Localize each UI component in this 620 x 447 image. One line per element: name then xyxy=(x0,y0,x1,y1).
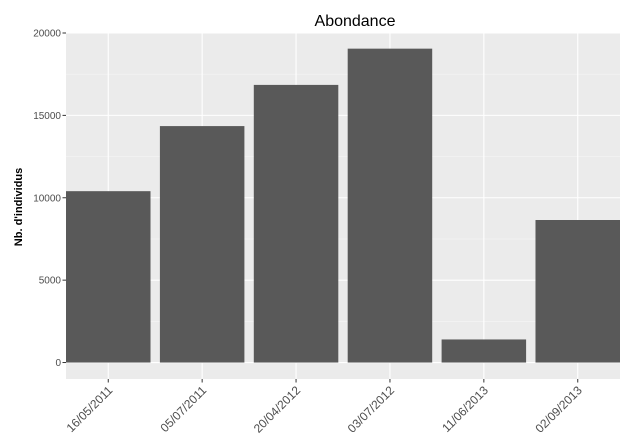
y-axis-label: Nb. d'individus xyxy=(13,168,25,246)
y-tick-label: 0 xyxy=(55,358,61,369)
y-tick-label: 10000 xyxy=(33,193,61,204)
bar xyxy=(441,339,527,363)
y-tick-label: 20000 xyxy=(33,29,61,40)
y-axis: 0 5000 10000 15000 20000 xyxy=(33,29,66,369)
x-tick-label: 11/06/2013 xyxy=(439,383,491,435)
x-tick-label: 03/07/2012 xyxy=(345,383,398,436)
bar xyxy=(253,84,339,363)
y-tick-label: 5000 xyxy=(39,276,62,287)
x-axis: 16/05/2011 05/07/2011 20/04/2012 03/07/2012… xyxy=(64,379,585,436)
y-tick-label: 15000 xyxy=(33,111,61,122)
minor-gridlines xyxy=(66,73,620,322)
x-tick-label: 20/04/2012 xyxy=(251,383,304,436)
bar xyxy=(347,48,433,363)
x-tick-label: 05/07/2011 xyxy=(158,383,210,435)
x-tick-label: 02/09/2013 xyxy=(532,383,585,436)
bar xyxy=(535,220,620,363)
chart-title: Abondance xyxy=(315,13,396,30)
bar xyxy=(66,191,151,363)
bar xyxy=(159,126,245,363)
x-tick-label: 16/05/2011 xyxy=(64,383,116,435)
bar-series xyxy=(66,48,620,363)
